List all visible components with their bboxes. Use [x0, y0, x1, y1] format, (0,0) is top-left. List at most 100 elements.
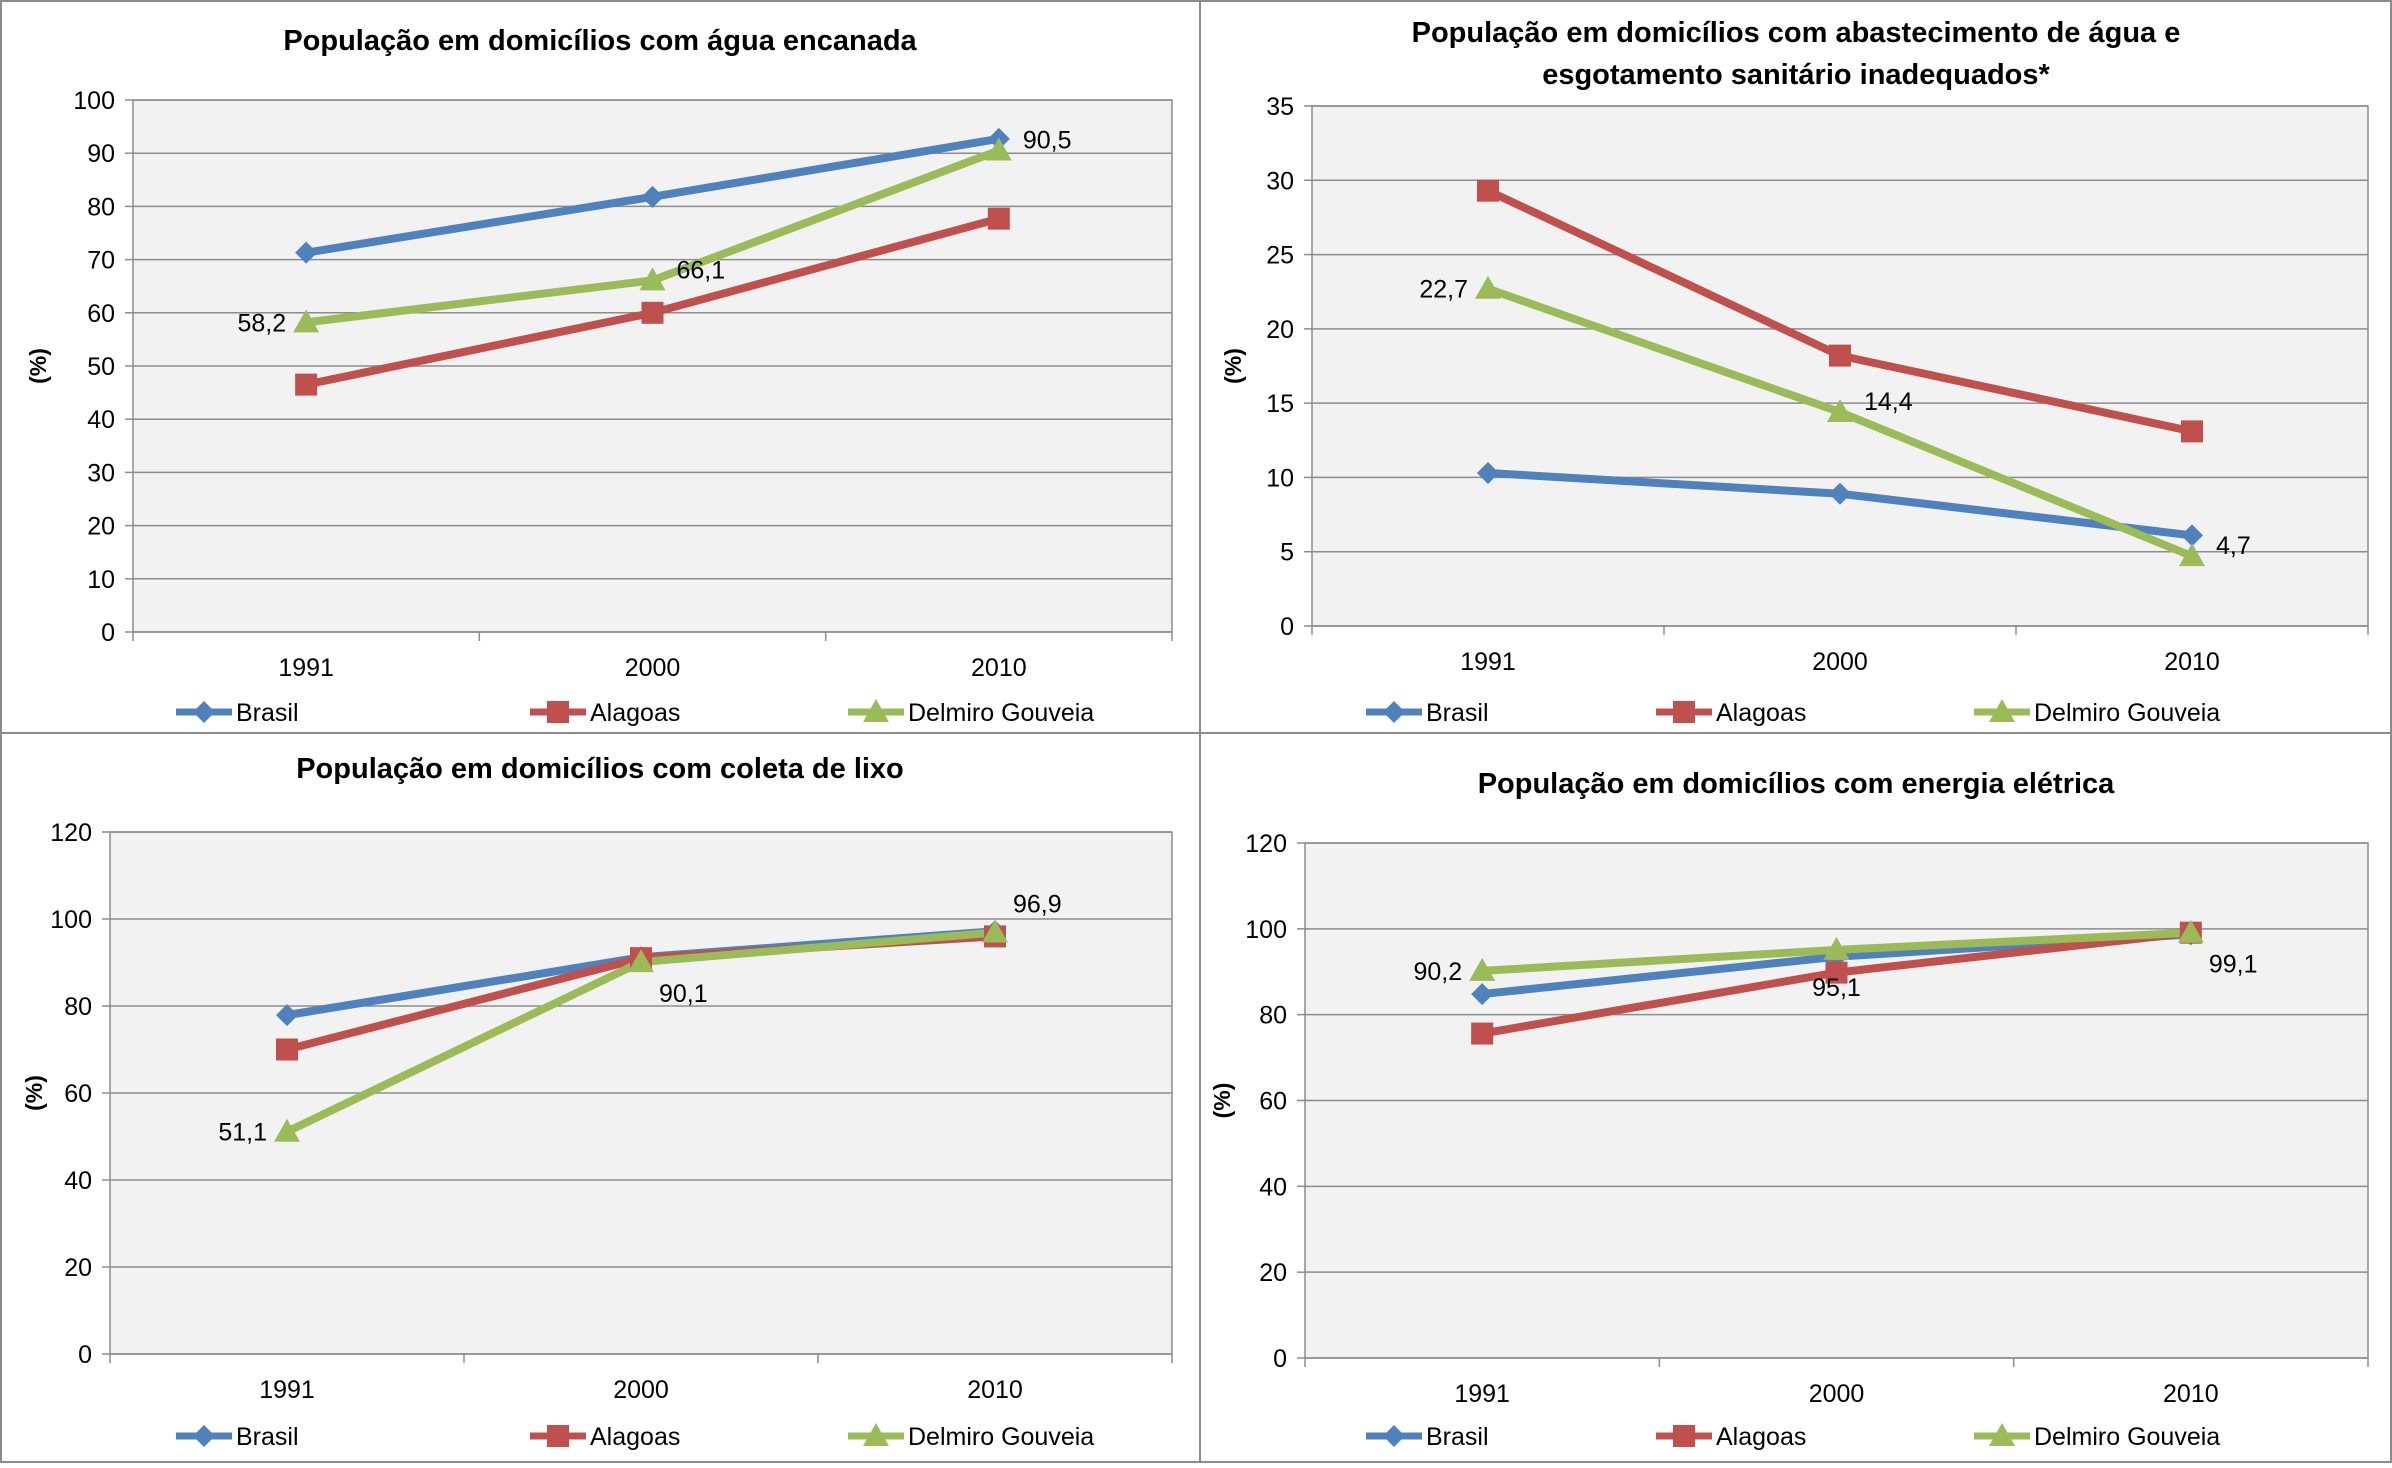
legend-item-alagoas: Alagoas — [530, 1423, 680, 1451]
data-point-delmiro-gouveia — [985, 137, 1012, 161]
data-label: 66,1 — [677, 256, 726, 284]
y-tick-label: 60 — [64, 1080, 92, 1108]
data-point-delmiro-gouveia — [293, 309, 320, 333]
legend-label: Alagoas — [590, 1423, 680, 1451]
legend-item-delmiro-gouveia: Delmiro Gouveia — [848, 699, 1094, 727]
legend-item-brasil: Brasil — [176, 1423, 299, 1451]
legend-item-brasil: Brasil — [176, 699, 299, 727]
data-point-alagoas — [641, 301, 664, 324]
data-label: 22,7 — [1419, 276, 1468, 304]
data-point-brasil — [1829, 482, 1851, 505]
y-tick-label: 0 — [101, 619, 115, 647]
x-tick-label: 2000 — [1812, 648, 1868, 676]
x-tick-label: 2010 — [971, 654, 1027, 682]
legend-swatch-marker — [547, 1425, 569, 1447]
y-tick-label: 120 — [1245, 830, 1287, 858]
data-point-brasil — [2181, 524, 2203, 547]
legend-swatch-marker — [863, 699, 889, 722]
y-tick-label: 20 — [87, 513, 115, 541]
x-tick-label: 1991 — [278, 654, 334, 682]
legend-label: Delmiro Gouveia — [908, 699, 1094, 727]
data-point-alagoas — [987, 207, 1010, 230]
data-point-delmiro-gouveia — [1823, 936, 1850, 960]
data-label: 99,1 — [2209, 951, 2258, 979]
y-tick-label: 70 — [87, 247, 115, 275]
data-point-delmiro-gouveia — [639, 267, 666, 291]
y-tick-label: 100 — [50, 906, 92, 934]
x-tick-label: 2000 — [625, 654, 681, 682]
chart-panel-3: 0 20 40 60 80 100 120 1991 2000 2010 População em … — [21, 753, 1173, 1451]
y-tick-label: 80 — [87, 193, 115, 221]
data-point-delmiro-gouveia — [2179, 543, 2205, 567]
y-tick-label: 60 — [1259, 1088, 1287, 1116]
y-tick-label: 50 — [87, 353, 115, 381]
data-point-delmiro-gouveia — [1827, 399, 1853, 423]
data-point-brasil — [1477, 461, 1499, 484]
y-tick-label: 30 — [1266, 167, 1294, 195]
data-label: 4,7 — [2216, 532, 2251, 560]
chart-panel-2: 0 5 10 15 20 25 30 35 1991 2000 2010 População em d… — [1220, 17, 2369, 727]
chart-title: População em domicílios com coleta de li… — [296, 753, 904, 785]
y-axis-label: (%) — [21, 1075, 47, 1111]
y-tick-label: 90 — [87, 140, 115, 168]
y-tick-label: 20 — [1266, 316, 1294, 344]
legend-swatch-marker — [1383, 701, 1405, 723]
legend-item-brasil: Brasil — [1366, 699, 1489, 727]
y-axis-label: (%) — [25, 348, 51, 384]
data-point-delmiro-gouveia — [1469, 957, 1496, 981]
data-label: 90,1 — [659, 980, 708, 1008]
x-tick-label: 2000 — [613, 1376, 669, 1404]
y-tick-label: 40 — [64, 1167, 92, 1195]
y-tick-label: 5 — [1280, 539, 1294, 567]
y-tick-label: 0 — [1273, 1345, 1287, 1373]
legend-item-delmiro-gouveia: Delmiro Gouveia — [1974, 1423, 2220, 1451]
data-point-delmiro-gouveia — [982, 919, 1008, 943]
data-label: 14,4 — [1864, 388, 1913, 416]
x-tick-label: 1991 — [259, 1376, 315, 1404]
legend-label: Brasil — [1426, 699, 1489, 727]
chart-panel-1: 0 10 20 30 40 50 60 70 80 90 100 1991 2000 2010 Popula… — [25, 25, 1173, 727]
legend-item-alagoas: Alagoas — [1656, 1423, 1806, 1451]
data-label: 51,1 — [218, 1119, 267, 1147]
legend-label: Brasil — [236, 1423, 299, 1451]
x-tick-label: 2010 — [967, 1376, 1023, 1404]
data-point-alagoas — [276, 1038, 298, 1061]
legend-label: Brasil — [236, 699, 299, 727]
legend-swatch-marker — [193, 701, 215, 723]
data-label: 90,5 — [1023, 127, 1072, 155]
data-point-brasil — [276, 1004, 298, 1027]
chart-panel-4: 0 20 40 60 80 100 120 1991 2000 2010 População em … — [1209, 768, 2369, 1451]
y-tick-label: 120 — [50, 819, 92, 847]
data-point-alagoas — [295, 373, 318, 396]
y-axis-label: (%) — [1209, 1083, 1235, 1119]
x-tick-label: 2010 — [2164, 648, 2220, 676]
data-label: 58,2 — [237, 309, 286, 337]
legend-label: Delmiro Gouveia — [2034, 1423, 2220, 1451]
y-tick-label: 10 — [1266, 464, 1294, 492]
legend-item-brasil: Brasil — [1366, 1423, 1489, 1451]
legend-swatch-marker — [1673, 701, 1695, 723]
y-tick-label: 0 — [1280, 613, 1294, 641]
data-point-alagoas — [1829, 344, 1851, 367]
y-tick-label: 100 — [1245, 916, 1287, 944]
legend-label: Alagoas — [590, 699, 680, 727]
legend-swatch-marker — [1989, 699, 2015, 722]
data-label: 96,9 — [1013, 890, 1062, 918]
data-point-alagoas — [1471, 1022, 1494, 1045]
y-tick-label: 20 — [1259, 1259, 1287, 1287]
data-point-alagoas — [1477, 179, 1499, 202]
legend-item-alagoas: Alagoas — [530, 699, 680, 727]
y-tick-label: 20 — [64, 1254, 92, 1282]
y-tick-label: 10 — [87, 566, 115, 594]
chart-title: População em domicílios com energia elét… — [1478, 768, 2115, 800]
legend-swatch-marker — [1989, 1423, 2015, 1446]
chart-title: População em domicílios com água encanad… — [283, 25, 917, 57]
legend-swatch-marker — [1383, 1425, 1405, 1447]
data-point-delmiro-gouveia — [2177, 919, 2204, 943]
y-tick-label: 60 — [87, 300, 115, 328]
legend-label: Alagoas — [1716, 699, 1806, 727]
y-tick-label: 40 — [1259, 1173, 1287, 1201]
legend-swatch-marker — [547, 701, 569, 723]
